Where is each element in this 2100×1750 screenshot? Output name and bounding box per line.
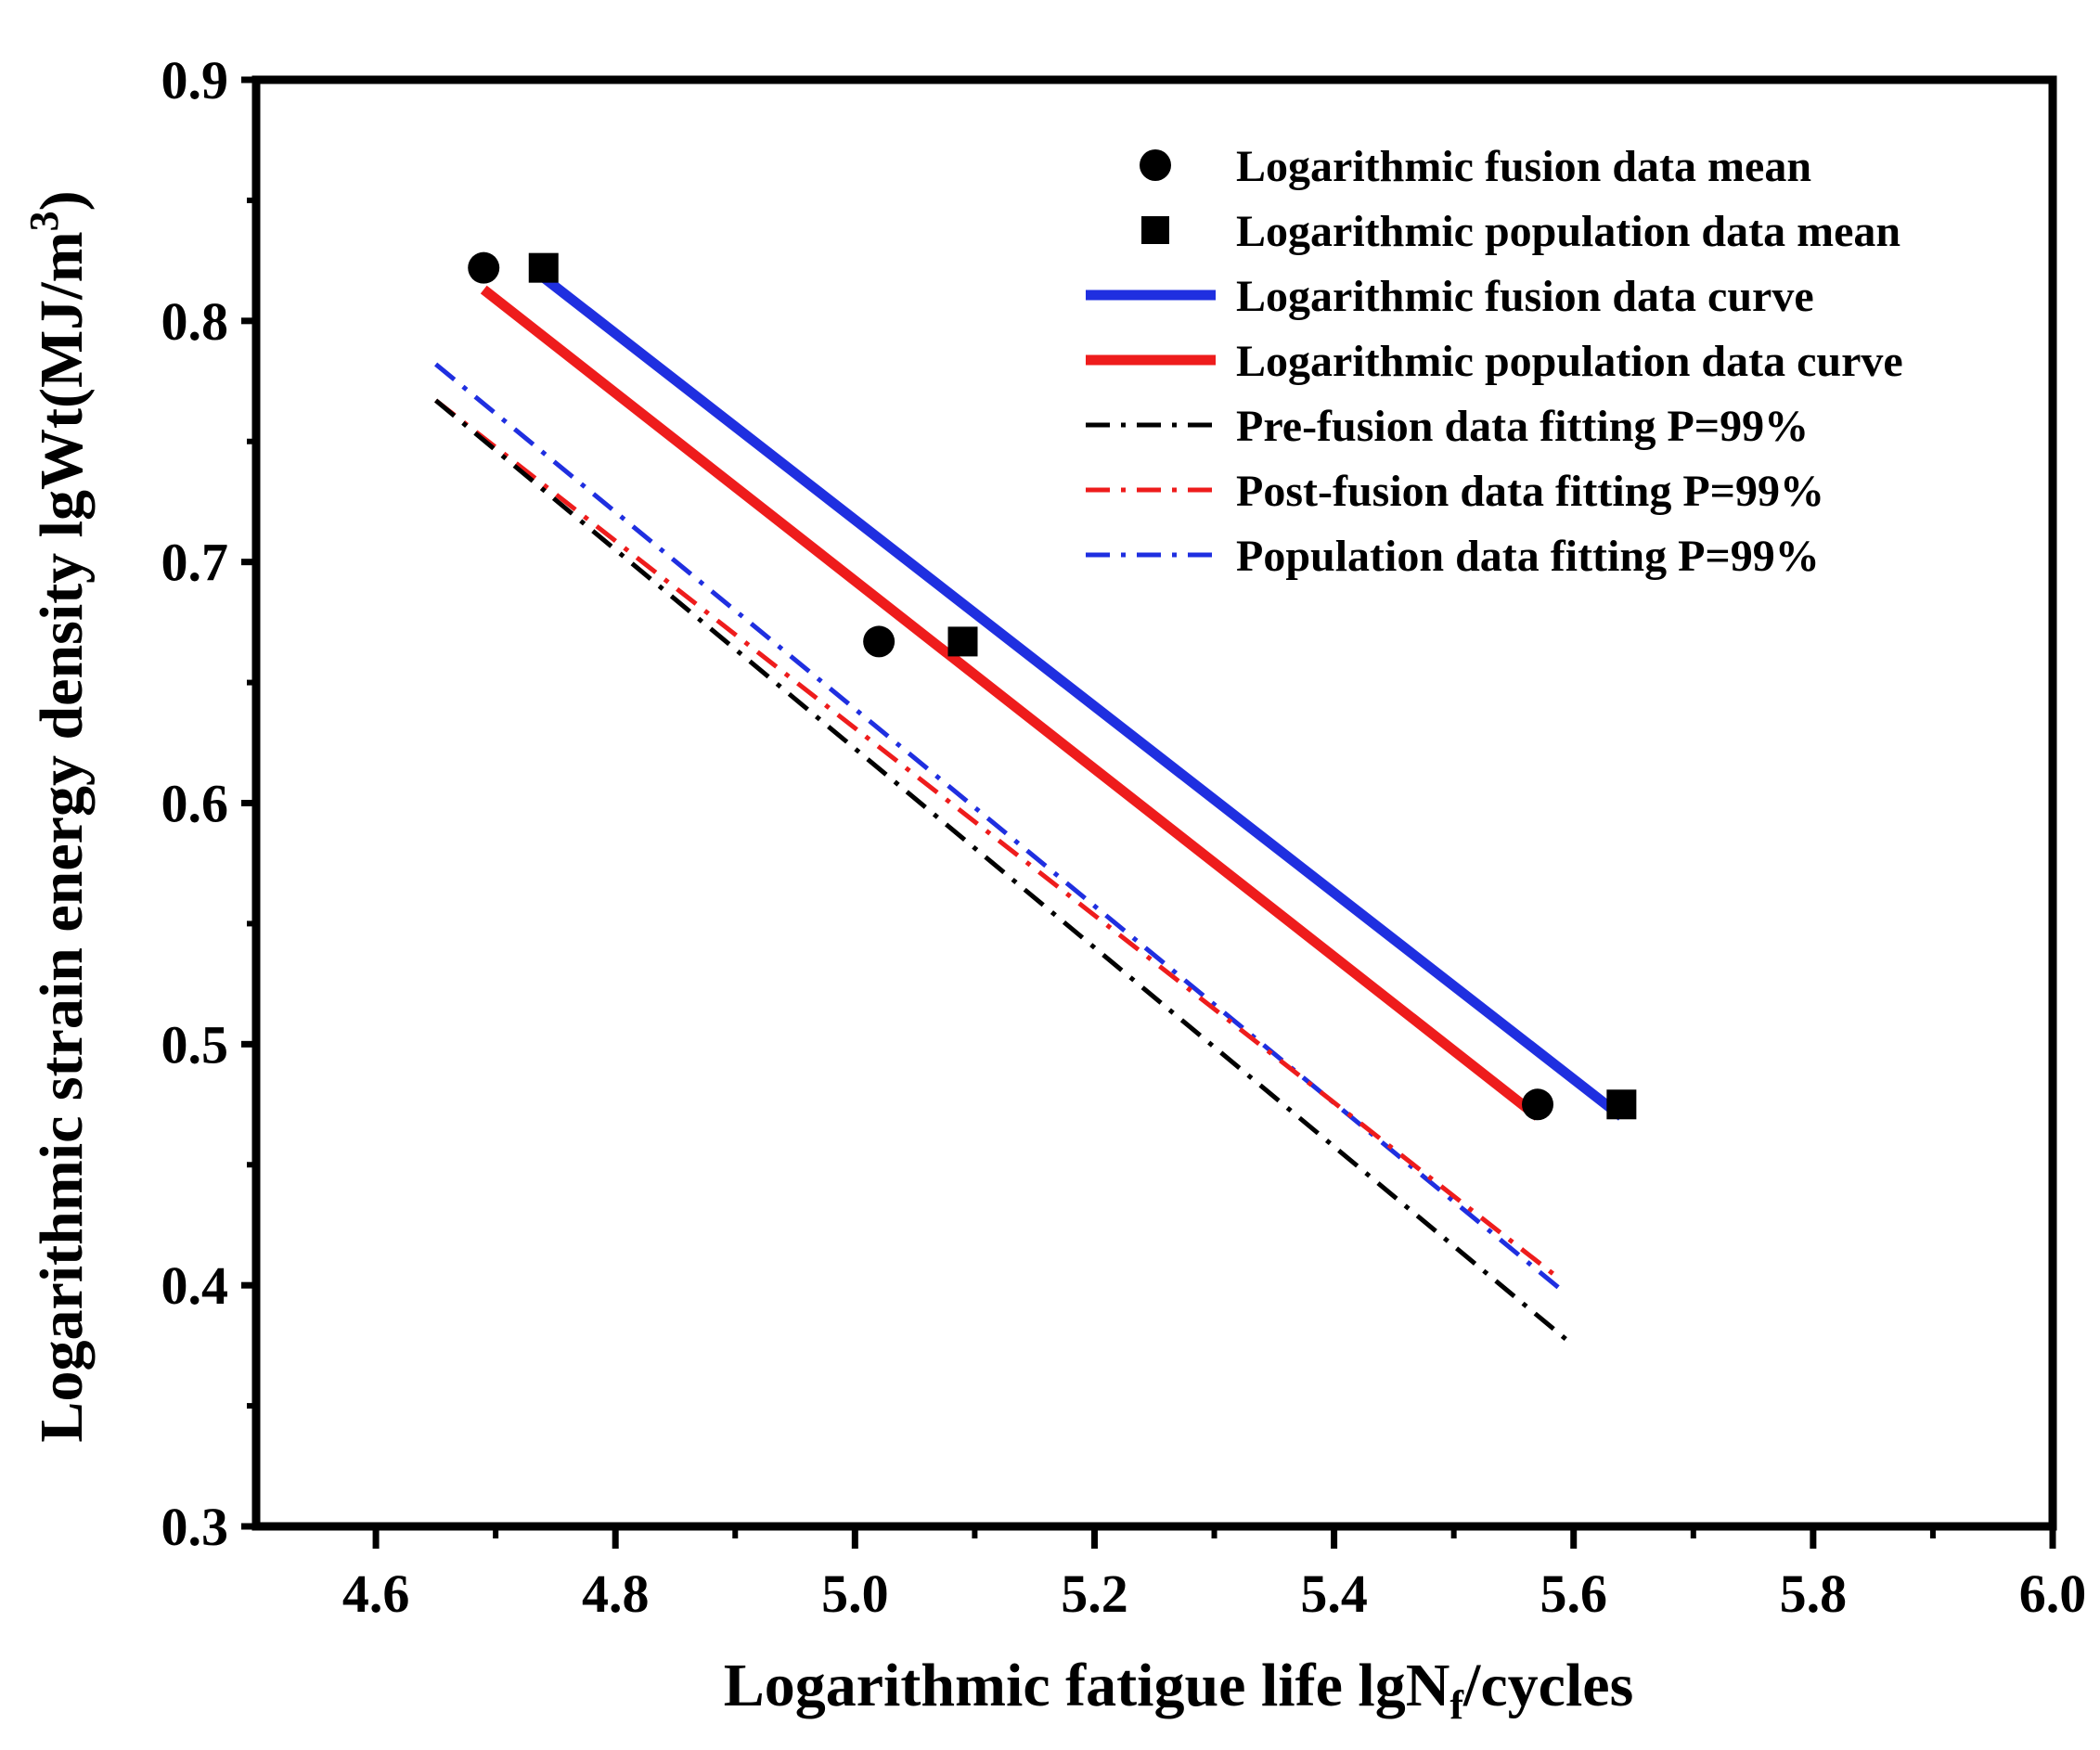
y-axis-title-tail: ) — [28, 190, 96, 211]
series-line-logarithmic-fusion-data-curve — [540, 273, 1625, 1121]
x-tick-label: 5.8 — [1780, 1563, 1848, 1624]
series-line-pre-fusion-data-fitting-p-99 — [434, 398, 1576, 1348]
y-tick-label: 0.6 — [161, 774, 229, 834]
y-axis-title-sup: 3 — [21, 211, 67, 231]
y-tick-label: 0.3 — [161, 1497, 229, 1557]
legend-label-logarithmic-fusion-data-curve: Logarithmic fusion data curve — [1236, 272, 1814, 321]
y-tick-label: 0.4 — [161, 1255, 229, 1316]
x-tick-label: 5.0 — [821, 1563, 889, 1624]
legend-label-pre-fusion-data-fitting-p-99: Pre-fusion data fitting P=99% — [1236, 402, 1809, 451]
y-tick-label: 0.5 — [161, 1014, 229, 1074]
series-line-population-data-fitting-p-99 — [434, 362, 1564, 1293]
x-axis-title: Logarithmic fatigue life lgNf/cycles — [724, 1652, 1634, 1728]
data-point-fusion-mean — [863, 625, 895, 658]
plot-series — [434, 251, 1637, 1348]
y-axis-title-main: Logarithmic strain energy density lgWt(M… — [28, 231, 96, 1442]
x-axis-title-main: Logarithmic fatigue life lgN — [724, 1652, 1450, 1719]
x-axis-title-sub: f — [1449, 1682, 1464, 1728]
y-axis-title: Logarithmic strain energy density lgWt(M… — [21, 190, 96, 1442]
legend: Logarithmic fusion data mean Logarithmic … — [1086, 142, 1903, 581]
tick-labels: 4.6 4.8 5.0 5.2 5.4 5.6 5.8 6.0 0.3 0.4 0.5 0.6 0.7 0… — [161, 50, 2087, 1624]
y-tick-label: 0.8 — [161, 291, 229, 352]
data-point-fusion-mean — [468, 251, 500, 284]
x-tick-label: 5.2 — [1061, 1563, 1128, 1624]
data-point-population-mean — [947, 626, 978, 657]
x-tick-label: 5.6 — [1540, 1563, 1607, 1624]
legend-label-logarithmic-population-data-curve: Logarithmic population data curve — [1236, 337, 1903, 386]
series-line-logarithmic-population-data-curve — [480, 285, 1541, 1121]
legend-label-population-data-fitting-p-99: Population data fitting P=99% — [1236, 532, 1820, 581]
legend-label-post-fusion-data-fitting-p-99: Post-fusion data fitting P=99% — [1236, 467, 1824, 516]
data-point-population-mean — [1606, 1089, 1637, 1120]
x-tick-label: 4.8 — [582, 1563, 650, 1624]
y-tick-label: 0.7 — [161, 533, 229, 593]
x-tick-label: 6.0 — [2019, 1563, 2087, 1624]
legend-symbol-logarithmic-population-data-mean — [1141, 216, 1169, 244]
data-point-population-mean — [528, 252, 559, 283]
y-tick-label: 0.9 — [161, 50, 229, 110]
x-axis-title-tail: /cycles — [1462, 1652, 1633, 1719]
x-tick-label: 5.4 — [1300, 1563, 1368, 1624]
plot-frame — [251, 75, 2057, 1531]
legend-symbol-logarithmic-fusion-data-mean — [1140, 149, 1171, 181]
data-point-fusion-mean — [1522, 1088, 1554, 1121]
legend-label-logarithmic-population-data-mean: Logarithmic population data mean — [1236, 207, 1900, 256]
legend-label-logarithmic-fusion-data-mean: Logarithmic fusion data mean — [1236, 142, 1811, 191]
x-tick-label: 4.6 — [342, 1563, 410, 1624]
series-line-post-fusion-data-fitting-p-99 — [434, 398, 1564, 1282]
